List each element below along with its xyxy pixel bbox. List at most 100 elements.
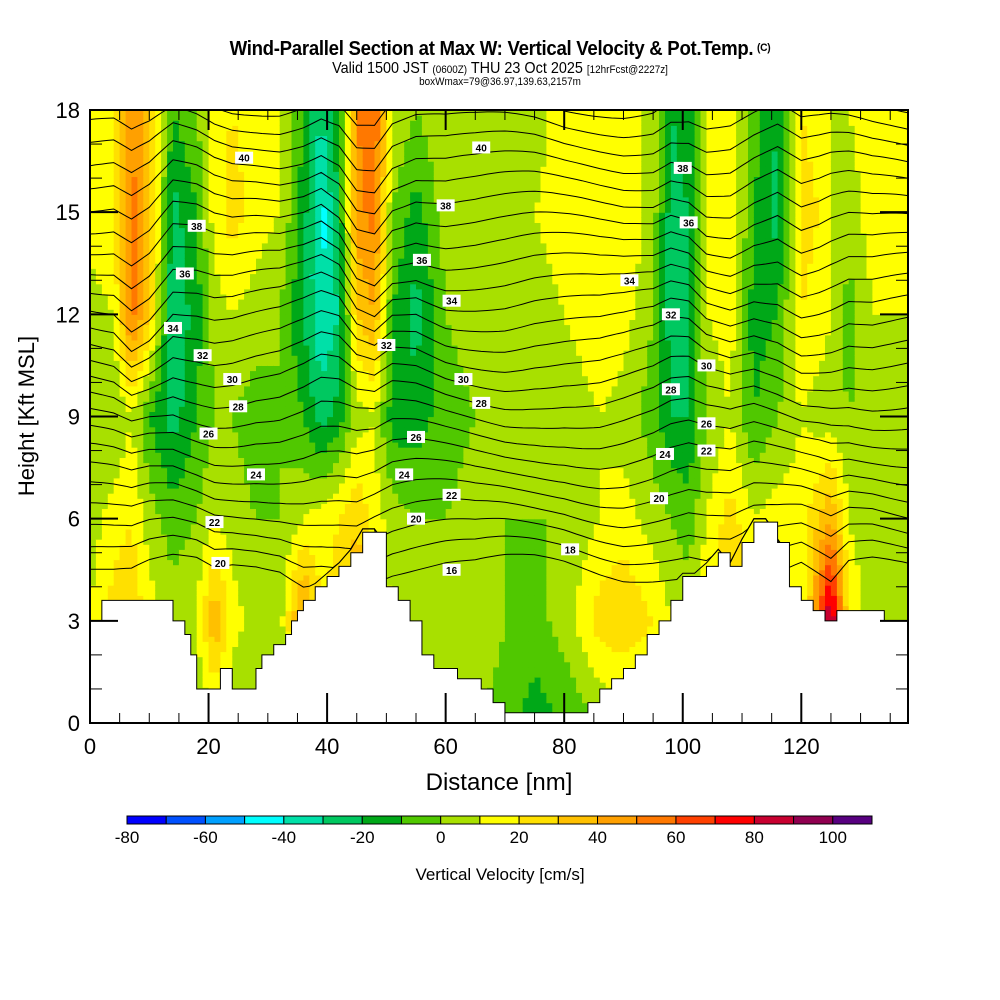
velocity-cell	[327, 488, 334, 494]
velocity-cell	[102, 539, 109, 545]
velocity-cell	[262, 427, 269, 433]
velocity-cell	[191, 585, 198, 591]
velocity-cell	[232, 560, 239, 566]
velocity-cell	[220, 182, 227, 188]
velocity-cell	[262, 631, 269, 637]
velocity-cell	[155, 248, 162, 254]
velocity-cell	[215, 422, 222, 428]
velocity-cell	[108, 289, 115, 295]
velocity-cell	[292, 529, 299, 535]
velocity-cell	[315, 391, 322, 397]
velocity-cell	[309, 304, 316, 310]
velocity-cell	[250, 386, 257, 392]
velocity-cell	[209, 309, 216, 315]
velocity-cell	[185, 463, 192, 469]
velocity-cell	[137, 488, 144, 494]
velocity-cell	[298, 289, 305, 295]
velocity-cell	[126, 401, 133, 407]
velocity-cell	[155, 355, 162, 361]
velocity-cell	[274, 228, 281, 234]
velocity-cell	[309, 130, 316, 136]
velocity-cell	[244, 166, 251, 172]
velocity-cell	[143, 570, 150, 576]
velocity-cell	[232, 243, 239, 249]
velocity-cell	[143, 406, 150, 412]
velocity-cell	[274, 595, 281, 601]
velocity-cell	[191, 636, 198, 642]
velocity-cell	[161, 238, 168, 244]
velocity-cell	[238, 468, 245, 474]
velocity-cell	[274, 176, 281, 182]
velocity-cell	[244, 187, 251, 193]
velocity-cell	[333, 519, 340, 525]
velocity-cell	[126, 279, 133, 285]
velocity-cell	[262, 503, 269, 509]
velocity-cell	[220, 330, 227, 336]
velocity-cell	[209, 243, 216, 249]
velocity-cell	[321, 284, 328, 290]
velocity-cell	[108, 335, 115, 341]
velocity-cell	[321, 468, 328, 474]
velocity-cell	[226, 478, 233, 484]
velocity-cell	[215, 590, 222, 596]
velocity-cell	[155, 585, 162, 591]
velocity-cell	[250, 560, 257, 566]
velocity-cell	[149, 125, 156, 131]
velocity-cell	[327, 437, 334, 443]
velocity-cell	[126, 508, 133, 514]
velocity-cell	[167, 401, 174, 407]
velocity-cell	[226, 274, 233, 280]
velocity-cell	[280, 611, 287, 617]
velocity-cell	[298, 483, 305, 489]
velocity-cell	[203, 263, 210, 269]
velocity-cell	[256, 258, 263, 264]
velocity-cell	[327, 452, 334, 458]
velocity-cell	[256, 243, 263, 249]
velocity-cell	[250, 263, 257, 269]
velocity-cell	[280, 600, 287, 606]
velocity-cell	[327, 187, 334, 193]
velocity-cell	[244, 452, 251, 458]
velocity-cell	[315, 554, 322, 560]
velocity-cell	[327, 549, 334, 555]
velocity-cell	[333, 396, 340, 402]
velocity-cell	[303, 197, 310, 203]
velocity-cell	[274, 120, 281, 126]
velocity-cell	[197, 621, 204, 627]
velocity-cell	[143, 289, 150, 295]
velocity-cell	[173, 212, 180, 218]
velocity-cell	[274, 217, 281, 223]
velocity-cell	[232, 570, 239, 576]
velocity-cell	[102, 554, 109, 560]
velocity-cell	[250, 621, 257, 627]
velocity-cell	[102, 560, 109, 566]
velocity-cell	[274, 590, 281, 596]
velocity-cell	[309, 319, 316, 325]
velocity-cell	[244, 314, 251, 320]
velocity-cell	[256, 222, 263, 228]
velocity-cell	[108, 161, 115, 167]
velocity-cell	[143, 238, 150, 244]
velocity-cell	[303, 253, 310, 259]
velocity-cell	[238, 437, 245, 443]
velocity-cell	[274, 401, 281, 407]
velocity-cell	[262, 141, 269, 147]
velocity-cell	[102, 585, 109, 591]
velocity-cell	[173, 238, 180, 244]
velocity-cell	[238, 606, 245, 612]
velocity-cell	[114, 125, 121, 131]
velocity-cell	[303, 570, 310, 576]
velocity-cell	[220, 263, 227, 269]
velocity-cell	[321, 539, 328, 545]
velocity-cell	[274, 606, 281, 612]
velocity-cell	[220, 508, 227, 514]
velocity-cell	[132, 156, 139, 162]
velocity-cell	[274, 600, 281, 606]
velocity-cell	[315, 493, 322, 499]
velocity-cell	[298, 325, 305, 331]
velocity-cell	[197, 417, 204, 423]
velocity-cell	[167, 483, 174, 489]
velocity-cell	[96, 182, 103, 188]
velocity-cell	[286, 222, 293, 228]
velocity-cell	[232, 141, 239, 147]
